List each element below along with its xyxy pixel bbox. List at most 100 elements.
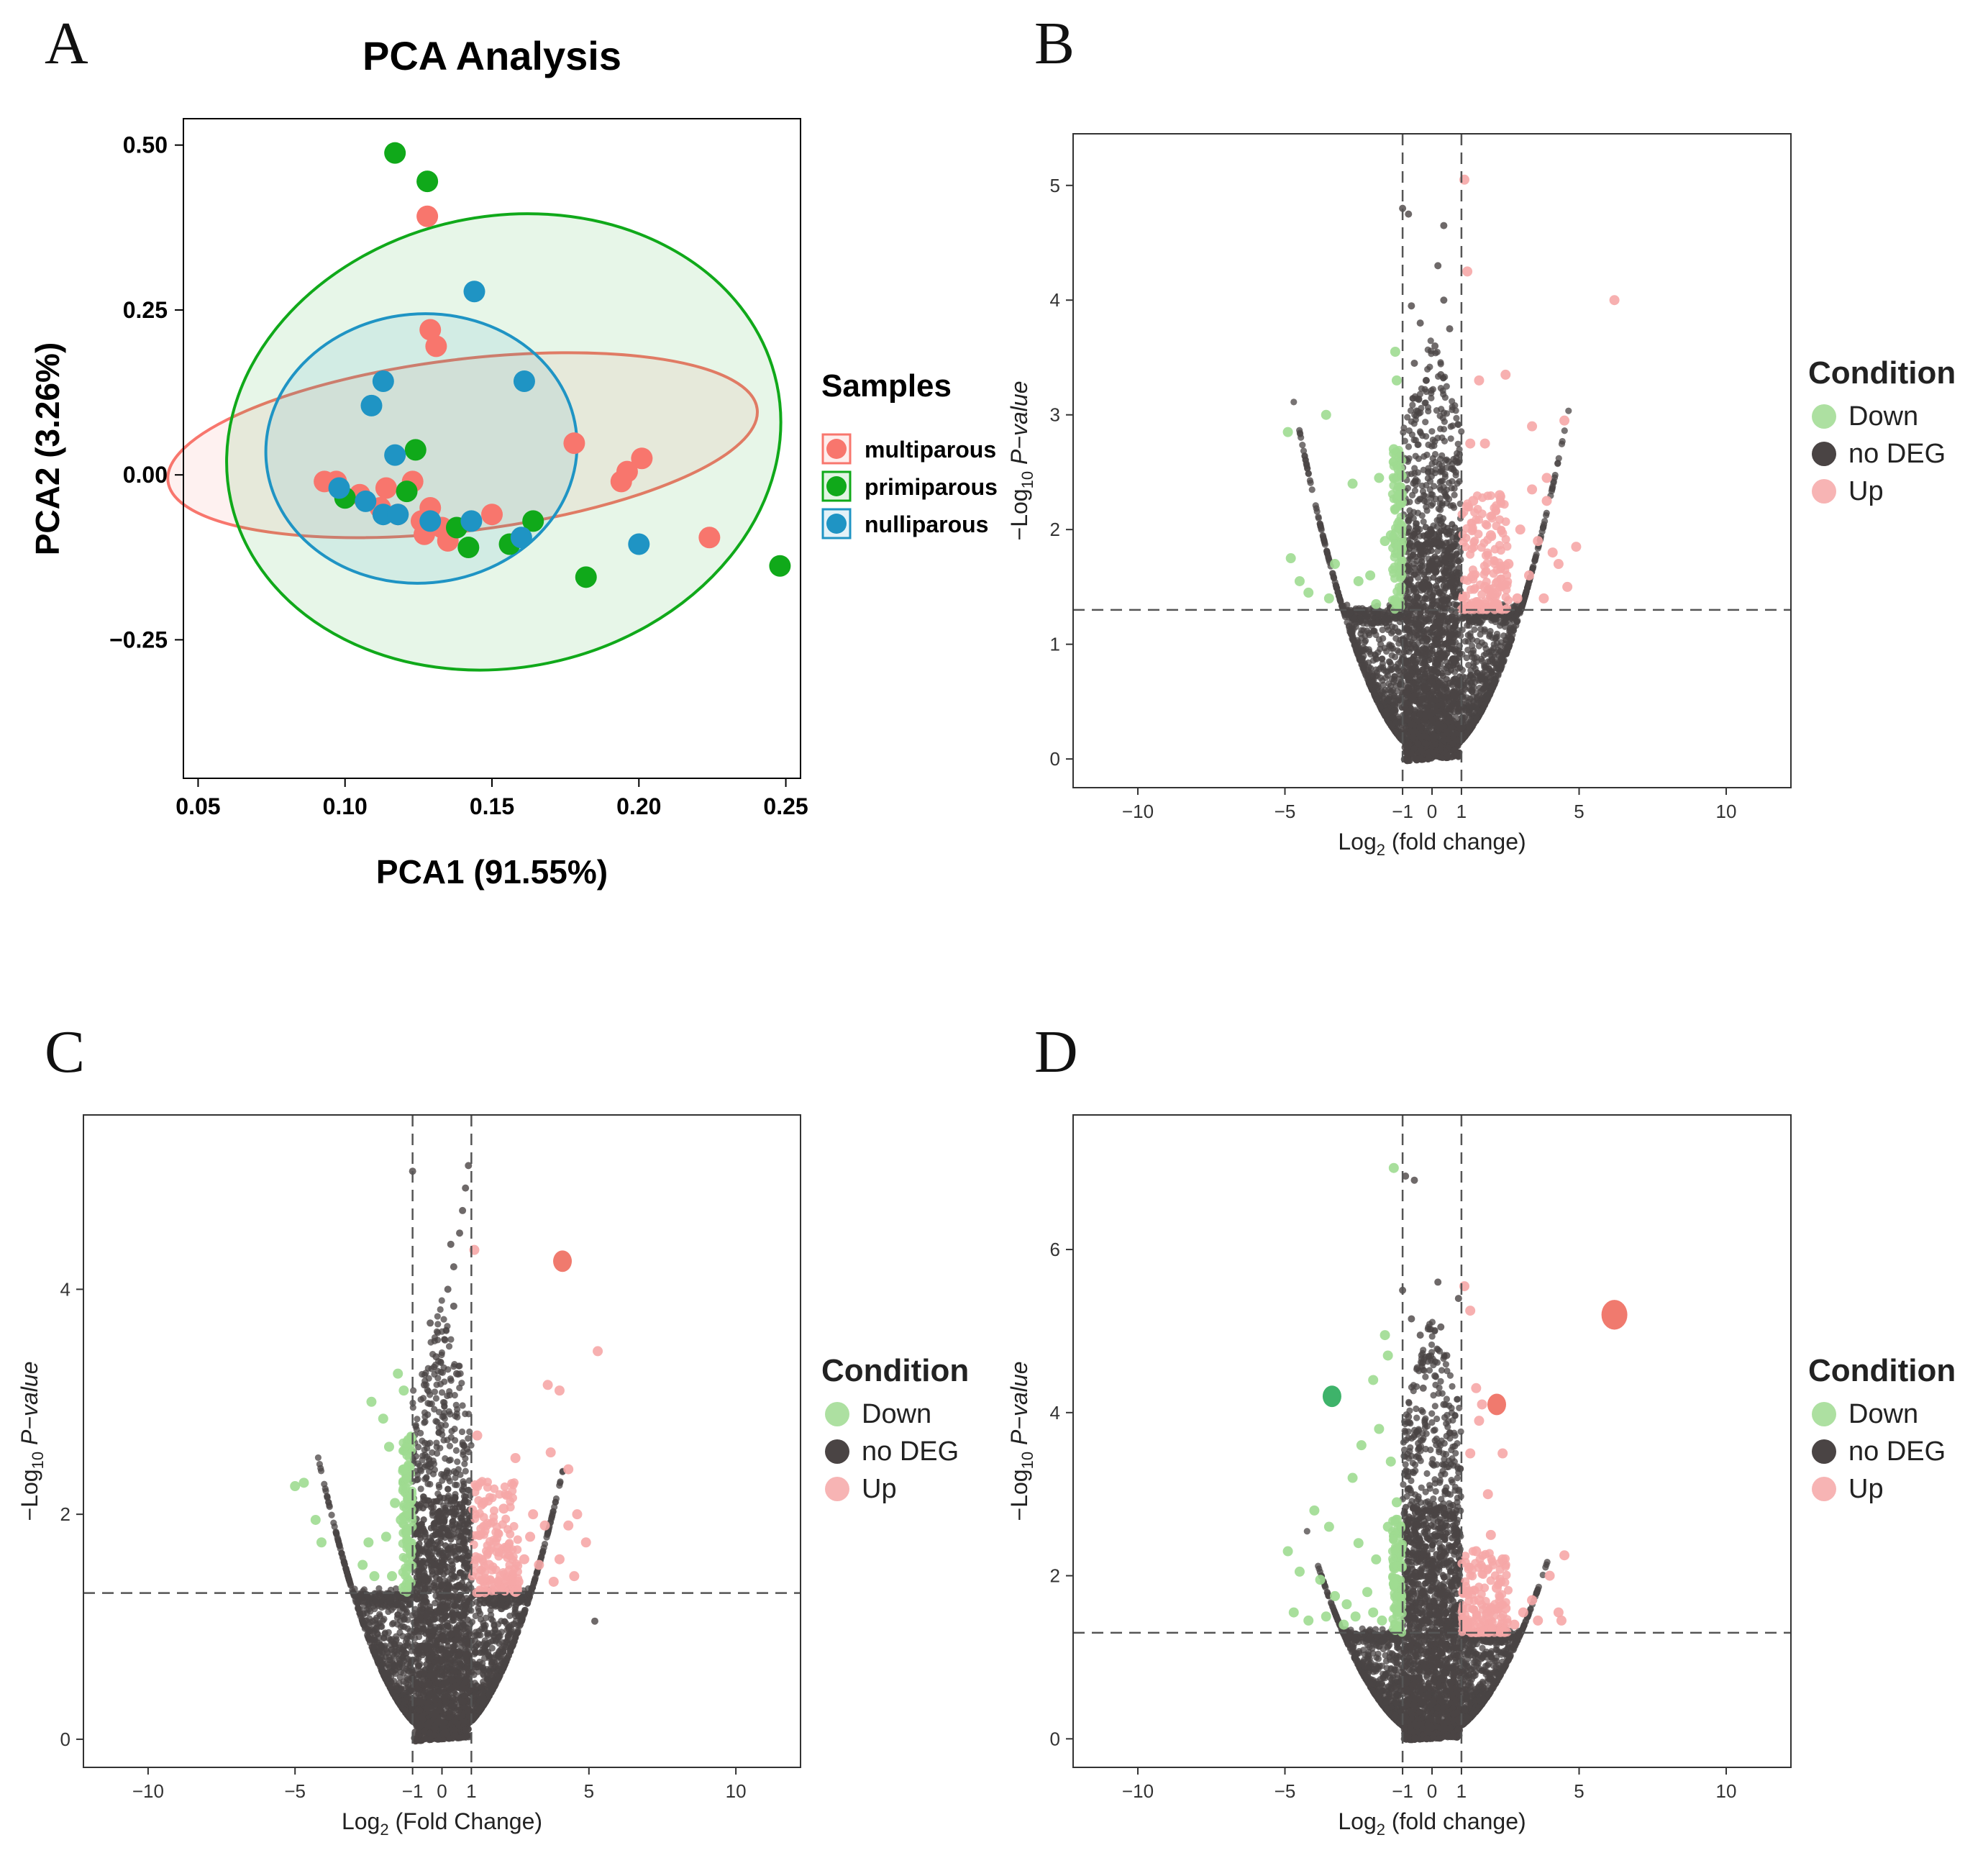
point-nodeg [1364, 617, 1372, 625]
point-nulliparous [419, 510, 442, 532]
point-nodeg [1453, 414, 1460, 422]
point-nodeg [1418, 646, 1426, 654]
point-nodeg [1465, 662, 1472, 669]
point-nodeg [1416, 428, 1424, 435]
point-nodeg [1431, 458, 1439, 466]
point-nodeg [1438, 689, 1445, 696]
y-axis-label: PCA2 (3.26%) [29, 342, 66, 556]
point-nodeg [1477, 708, 1485, 716]
point-nodeg [1416, 391, 1423, 398]
point-up [1458, 591, 1467, 601]
point-nodeg [1498, 662, 1505, 670]
y-tick-label: 0.25 [123, 297, 168, 323]
point-multiparous [698, 527, 721, 549]
legend-label-1: no DEG [1848, 439, 1946, 469]
point-nodeg [1411, 664, 1418, 671]
point-nodeg [1493, 616, 1500, 623]
point-nodeg [1305, 470, 1312, 477]
point-nodeg [1438, 640, 1446, 647]
point-nodeg [477, 1616, 485, 1623]
point-nodeg [1353, 643, 1361, 650]
point-nodeg [1443, 675, 1450, 683]
point-nodeg [1442, 680, 1449, 688]
point-nodeg [1429, 748, 1436, 756]
point-nodeg [376, 1613, 384, 1620]
point-nodeg [1421, 716, 1428, 724]
point-nodeg [1441, 491, 1449, 498]
point-nodeg [375, 1585, 383, 1592]
point-up [1479, 438, 1490, 449]
point-primiparous [384, 142, 406, 164]
legend-dot-multiparous [826, 439, 847, 459]
point-nodeg [452, 1447, 460, 1454]
point-nodeg [1411, 465, 1418, 472]
point-nodeg [1420, 466, 1427, 473]
point-nodeg [1452, 469, 1459, 476]
point-nodeg [414, 1416, 421, 1423]
point-nodeg [1449, 703, 1456, 710]
point-nodeg [1422, 617, 1429, 625]
point-nodeg [1436, 604, 1444, 611]
point-nodeg [1449, 724, 1456, 731]
point-nodeg [1452, 609, 1459, 616]
point-nodeg [1413, 603, 1421, 611]
point-up [1460, 575, 1469, 585]
point-nulliparous [328, 477, 350, 499]
point-down [1390, 596, 1399, 606]
point-nodeg [1409, 670, 1416, 678]
point-nodeg [1436, 495, 1444, 502]
point-nodeg [1329, 570, 1336, 577]
point-nodeg [1422, 524, 1429, 531]
point-nodeg [1487, 667, 1494, 674]
y-tick-label: 0.50 [123, 132, 168, 158]
point-up [1533, 536, 1544, 547]
point-nodeg [1499, 613, 1507, 620]
point-nodeg [1426, 583, 1433, 590]
point-up [1486, 491, 1495, 500]
point-nodeg [1442, 529, 1450, 536]
point-multiparous [425, 335, 447, 358]
point-nulliparous [360, 394, 383, 416]
point-up [1527, 484, 1538, 495]
point-nodeg [1315, 514, 1322, 522]
point-nodeg [1429, 719, 1436, 727]
y-tick-label: −0.25 [109, 627, 168, 652]
point-nodeg [1448, 630, 1455, 637]
legend-label-nulliparous: nulliparous [865, 511, 988, 537]
point-nodeg [1433, 629, 1441, 637]
point-down [1371, 598, 1382, 609]
x-tick-label: 0.10 [323, 793, 368, 819]
point-nodeg [1418, 512, 1426, 519]
x-axis-label-sub: 2 [1377, 841, 1385, 859]
point-nodeg [1503, 644, 1511, 651]
point-nodeg [1407, 727, 1414, 734]
point-up [1538, 593, 1549, 604]
point-nodeg [1448, 574, 1456, 581]
point-nodeg [1402, 663, 1409, 670]
point-nodeg [1438, 500, 1446, 507]
point-nodeg [1359, 662, 1367, 670]
point-nodeg [1418, 637, 1426, 645]
point-nodeg [1410, 359, 1418, 367]
point-nodeg [1462, 637, 1469, 645]
point-nodeg [1513, 618, 1520, 625]
point-nodeg [1313, 508, 1321, 515]
point-nodeg [1410, 692, 1418, 700]
point-nodeg [1484, 614, 1491, 621]
point-nodeg [1424, 475, 1431, 482]
x-axis-label: Log2 (fold change) [1338, 829, 1526, 859]
point-up [1503, 559, 1514, 570]
point-nodeg [1422, 575, 1429, 583]
y-tick-label: 5 [1050, 175, 1060, 196]
point-nodeg [1481, 668, 1488, 675]
point-nodeg [1422, 376, 1430, 384]
point-nodeg [328, 1511, 335, 1518]
point-nodeg [1502, 619, 1509, 627]
point-nodeg [1554, 460, 1561, 468]
point-nodeg [1385, 616, 1392, 624]
point-nodeg [1451, 620, 1459, 628]
point-up [1571, 542, 1582, 552]
point-nodeg [1336, 597, 1344, 604]
point-nodeg [1387, 665, 1394, 673]
